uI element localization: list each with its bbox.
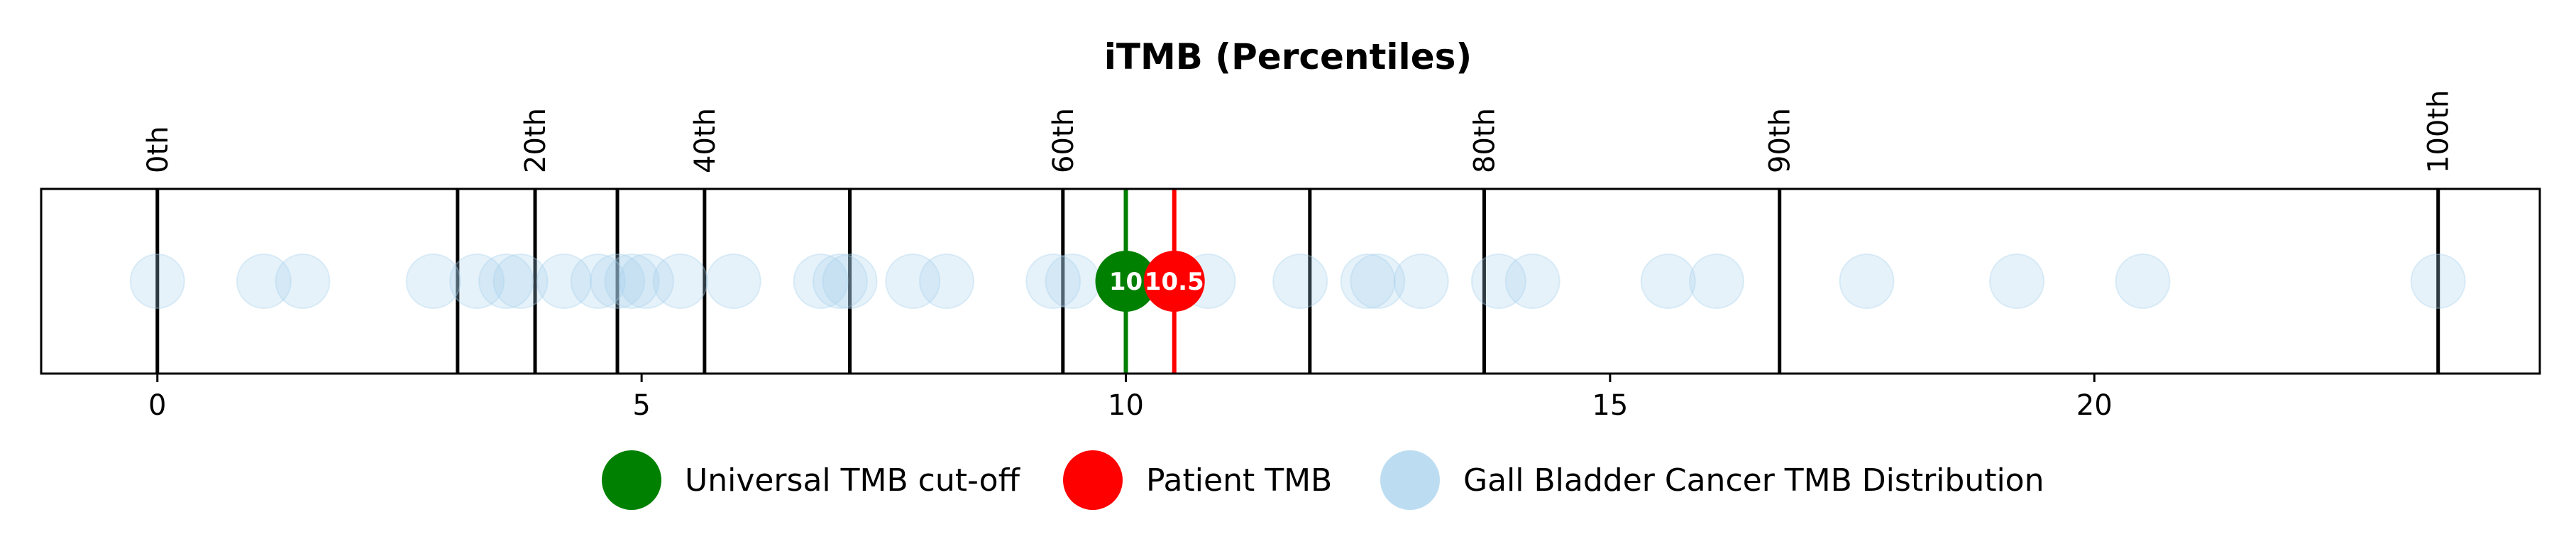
- distribution-point: [1989, 254, 2045, 309]
- distribution-point: [536, 254, 592, 309]
- distribution-point: [478, 254, 534, 309]
- distribution-point: [590, 254, 646, 309]
- x-tick-label: 5: [632, 389, 650, 422]
- distribution-point: [1688, 254, 1744, 309]
- x-tick-label: 0: [148, 389, 166, 422]
- percentile-label: 80th: [1468, 108, 1501, 173]
- x-tick-label: 20: [2076, 389, 2113, 422]
- tmb-markers: 10 10.5: [1095, 189, 1205, 374]
- distribution-point: [492, 254, 549, 309]
- distribution-point: [812, 254, 868, 309]
- x-tick-label: 15: [1592, 389, 1628, 422]
- legend-cutoff-swatch: [602, 450, 661, 510]
- distribution-point: [1025, 254, 1081, 309]
- legend-patient-swatch: [1063, 450, 1123, 510]
- distribution-point: [1504, 254, 1561, 309]
- distribution-point: [822, 254, 878, 309]
- x-axis-ticks: 0 5 10 15 20: [148, 374, 2113, 422]
- distribution-point: [1393, 254, 1449, 309]
- legend-distribution-label: Gall Bladder Cancer TMB Distribution: [1463, 462, 2044, 499]
- percentile-label: 100th: [2423, 90, 2455, 173]
- legend: Universal TMB cut-off Patient TMB Gall B…: [602, 450, 2044, 510]
- distribution-point: [1350, 254, 1406, 309]
- chart-title: iTMB (Percentiles): [1104, 36, 1472, 77]
- cutoff-value-label: 10: [1109, 268, 1143, 296]
- distribution-point: [275, 254, 331, 309]
- distribution-point: [405, 254, 461, 309]
- distribution-point: [1272, 254, 1328, 309]
- distribution-point: [705, 254, 761, 309]
- distribution-point: [919, 254, 975, 309]
- distribution-point: [449, 254, 505, 309]
- x-tick-label: 10: [1108, 389, 1144, 422]
- distribution-point: [1340, 254, 1396, 309]
- cutoff-marker: [1095, 251, 1157, 312]
- distribution-points: [129, 254, 2466, 309]
- distribution-point: [236, 254, 292, 309]
- distribution-point: [2410, 254, 2466, 309]
- distribution-point: [1045, 254, 1101, 309]
- distribution-point: [2115, 254, 2171, 309]
- legend-distribution-swatch: [1380, 450, 1440, 510]
- percentile-label: 60th: [1047, 108, 1080, 173]
- distribution-point: [618, 254, 674, 309]
- percentile-label: 40th: [689, 108, 722, 173]
- plot-frame: [40, 187, 2541, 375]
- distribution-point: [652, 254, 708, 309]
- distribution-point: [793, 254, 849, 309]
- distribution-point: [1640, 254, 1696, 309]
- percentile-lines: [155, 189, 2440, 374]
- patient-marker: [1143, 251, 1205, 312]
- distribution-point: [604, 254, 660, 309]
- percentile-label: 0th: [142, 126, 175, 173]
- percentile-labels: 0th 20th 40th 60th 80th 90th 100th: [142, 90, 2455, 173]
- legend-cutoff-label: Universal TMB cut-off: [685, 462, 1021, 499]
- distribution-point: [129, 254, 185, 309]
- percentile-label: 90th: [1764, 108, 1797, 173]
- distribution-point: [885, 254, 941, 309]
- legend-patient-label: Patient TMB: [1146, 462, 1332, 499]
- patient-value-label: 10.5: [1145, 268, 1204, 296]
- percentile-label: 20th: [519, 108, 552, 173]
- distribution-point: [1839, 254, 1895, 309]
- distribution-point: [1470, 254, 1526, 309]
- distribution-point: [570, 254, 626, 309]
